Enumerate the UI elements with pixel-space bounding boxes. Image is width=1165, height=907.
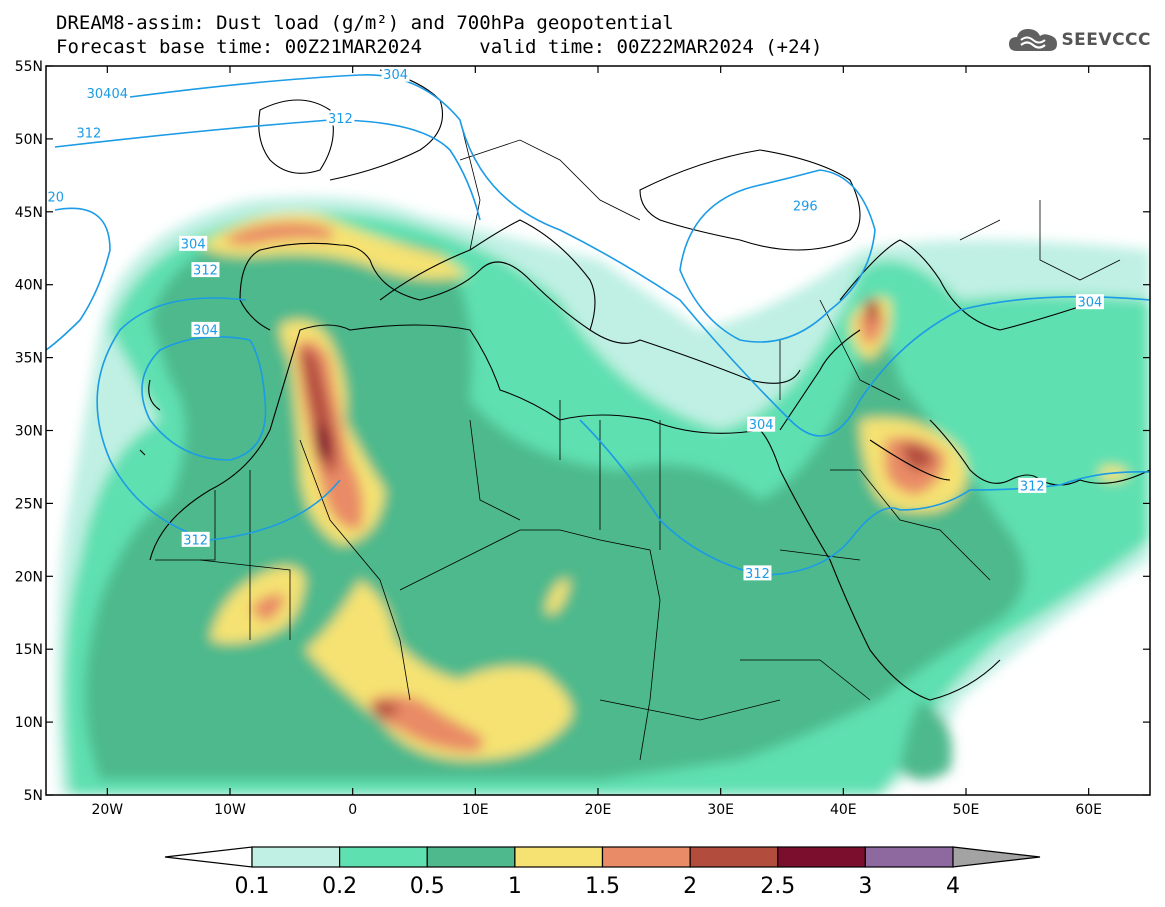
latitude-axis: 5N 10N 15N 20N 25N 30N 35N 40N 45N 50N 55N xyxy=(15,59,1150,804)
lon-tick-label: 20E xyxy=(585,802,612,818)
contour-label-bg xyxy=(743,565,772,581)
contour-label-bg xyxy=(326,110,355,126)
colorbar-level-label: 2.5 xyxy=(760,874,795,899)
contour-label: 304 xyxy=(749,418,774,433)
lat-tick-label: 45N xyxy=(15,205,43,221)
colorbar-box xyxy=(251,846,341,868)
lat-tick-label: 25N xyxy=(15,496,43,512)
contour-label-bg xyxy=(1018,477,1047,493)
colorbar-level-label: 3 xyxy=(858,874,872,899)
forecast-base-time: Forecast base time: 00Z21MAR2024 xyxy=(56,36,423,58)
logo-text: SEEVCCC xyxy=(1061,30,1151,50)
contour-label: 304 xyxy=(181,237,206,252)
contour-label-bg xyxy=(74,125,103,141)
contour-label: 296 xyxy=(793,199,818,214)
lat-tick-label: 55N xyxy=(15,59,43,75)
contour-label: 304 xyxy=(383,68,408,83)
colorbar-level-label: 0.5 xyxy=(410,874,445,899)
contour-label: 312 xyxy=(745,567,770,582)
colorbar-box xyxy=(689,846,779,868)
lon-tick-label: 50E xyxy=(953,802,980,818)
contour-label-bg xyxy=(46,189,66,205)
contour-label-bg xyxy=(181,531,210,547)
colorbar-box xyxy=(777,846,866,868)
colorbar-level-label: 2 xyxy=(683,874,697,899)
colorbar-lower-tip xyxy=(164,846,253,868)
lat-tick-label: 10N xyxy=(15,715,43,731)
colorbar: 0.1 0.2 0.5 1 1.5 2 2.5 3 4 xyxy=(164,846,1041,899)
contour-label: 30404 xyxy=(87,87,128,102)
lat-tick-label: 30N xyxy=(15,424,43,440)
contour-label: 304 xyxy=(1077,296,1102,311)
lat-tick-label: 35N xyxy=(15,351,43,367)
map-title: DREAM8-assim: Dust load (g/m²) and 700hP… xyxy=(56,12,674,34)
colorbar-level-label: 1.5 xyxy=(585,874,620,899)
dust-load-field xyxy=(56,197,1150,795)
lon-tick-label: 10E xyxy=(462,802,489,818)
geopotential-contours xyxy=(46,74,1150,576)
lat-tick-label: 15N xyxy=(15,642,43,658)
contour-label-bg xyxy=(747,416,776,432)
longitude-axis: 20W 10W 0 10E 20E 30E 40E 50E 60E xyxy=(91,66,1102,818)
lon-tick-label: 40E xyxy=(830,802,857,818)
lon-tick-label: 0 xyxy=(348,802,357,818)
contour-label: 312 xyxy=(183,533,208,548)
contour-label-bg xyxy=(85,85,130,101)
contour-label: 304 xyxy=(193,323,218,338)
contour-label-bg xyxy=(191,262,220,278)
contour-label-bg xyxy=(791,197,820,213)
lat-tick-label: 5N xyxy=(24,788,43,804)
contour-label-bg xyxy=(381,66,410,82)
contour-label: 312 xyxy=(193,264,218,279)
contour-labels: 304 304 30404 312 312 20 312 304 296 304 304 312 312… xyxy=(46,66,1104,582)
map-frame: 304 304 30404 312 312 20 312 304 296 304 304 312 312… xyxy=(46,66,1150,795)
colorbar-box xyxy=(514,846,604,868)
lat-tick-label: 40N xyxy=(15,278,43,294)
map-subtitle: Forecast base time: 00Z21MAR2024 valid t… xyxy=(56,36,822,58)
contour-label: 312 xyxy=(1020,479,1045,494)
contour-label-bg xyxy=(179,235,208,251)
contour-label-bg xyxy=(1075,294,1104,310)
colorbar-upper-tip xyxy=(952,846,1041,868)
colorbar-level-label: 4 xyxy=(946,874,960,899)
lon-tick-label: 10W xyxy=(214,802,246,818)
cloud-icon xyxy=(1009,29,1058,51)
contour-label: 312 xyxy=(77,127,102,142)
colorbar-box xyxy=(864,846,954,868)
lon-tick-label: 20W xyxy=(91,802,123,818)
lat-tick-label: 20N xyxy=(15,569,43,585)
colorbar-box xyxy=(601,846,691,868)
seevccc-logo: SEEVCCC xyxy=(1007,22,1151,58)
colorbar-level-label: 0.2 xyxy=(322,874,357,899)
contour-label-bg xyxy=(191,321,220,337)
colorbar-box xyxy=(426,846,516,868)
colorbar-level-label: 0.1 xyxy=(235,874,270,899)
colorbar-box xyxy=(339,846,428,868)
contour-label: 20 xyxy=(48,191,65,206)
lon-tick-label: 30E xyxy=(707,802,734,818)
contour-label: 312 xyxy=(328,112,353,127)
valid-time: valid time: 00Z22MAR2024 (+24) xyxy=(479,36,823,58)
lon-tick-label: 60E xyxy=(1075,802,1102,818)
coastlines xyxy=(139,69,1150,701)
lat-tick-label: 50N xyxy=(15,132,43,148)
country-borders xyxy=(155,119,1121,761)
colorbar-level-label: 1 xyxy=(508,874,522,899)
